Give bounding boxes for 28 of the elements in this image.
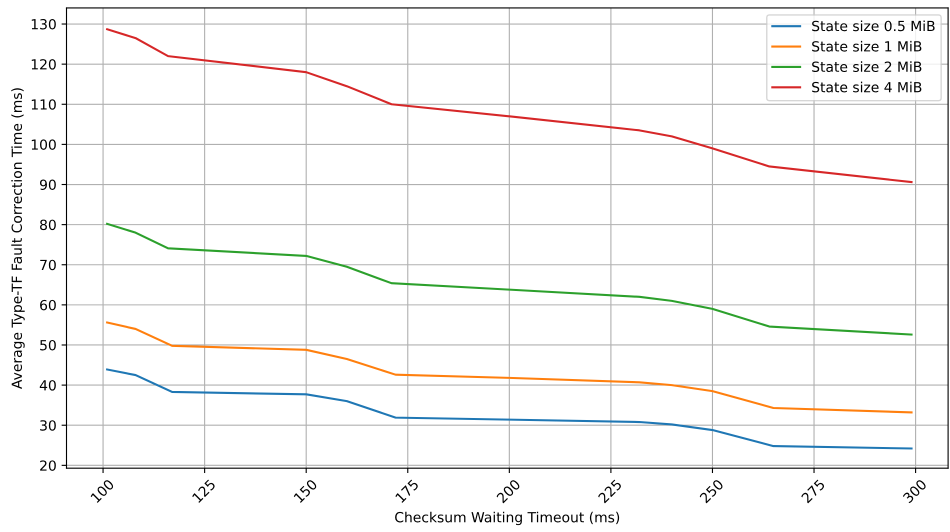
legend-label: State size 1 MiB bbox=[812, 40, 922, 52]
x-tick-label: 175 bbox=[395, 479, 420, 504]
line-series bbox=[106, 222, 913, 336]
line-series bbox=[106, 321, 913, 414]
y-tick-label: 20 bbox=[40, 460, 56, 471]
legend-label: State size 2 MiB bbox=[812, 61, 922, 72]
y-tick-label: 40 bbox=[40, 380, 56, 391]
x-tick-label: 150 bbox=[293, 478, 318, 504]
x-tick-label: 100 bbox=[90, 478, 115, 504]
x-axis-title: Checksum Waiting Timeout (ms) bbox=[395, 512, 620, 526]
legend-label: State size 0.5 MiB bbox=[812, 20, 935, 32]
y-axis-title: Average Type-TF Fault Correction Time (ms) bbox=[11, 88, 25, 389]
y-tick-label: 70 bbox=[40, 260, 56, 270]
x-tick-label: 125 bbox=[192, 478, 216, 504]
y-tick-label: 90 bbox=[40, 179, 56, 190]
x-tick-label: 250 bbox=[699, 478, 724, 504]
y-tick-label: 50 bbox=[40, 340, 56, 350]
y-tick-label: 110 bbox=[32, 99, 56, 110]
y-tick-label: 30 bbox=[40, 420, 56, 431]
y-tick-label: 80 bbox=[40, 220, 56, 230]
line-series bbox=[106, 368, 913, 450]
y-tick-label: 120 bbox=[32, 59, 56, 70]
y-tick-label: 100 bbox=[32, 139, 56, 150]
x-tick-label: 300 bbox=[902, 478, 928, 504]
x-tick-label: 200 bbox=[496, 478, 521, 504]
y-tick-label: 130 bbox=[32, 18, 56, 30]
y-tick-label: 60 bbox=[40, 300, 56, 310]
legend-label: State size 4 MiB bbox=[812, 82, 922, 92]
